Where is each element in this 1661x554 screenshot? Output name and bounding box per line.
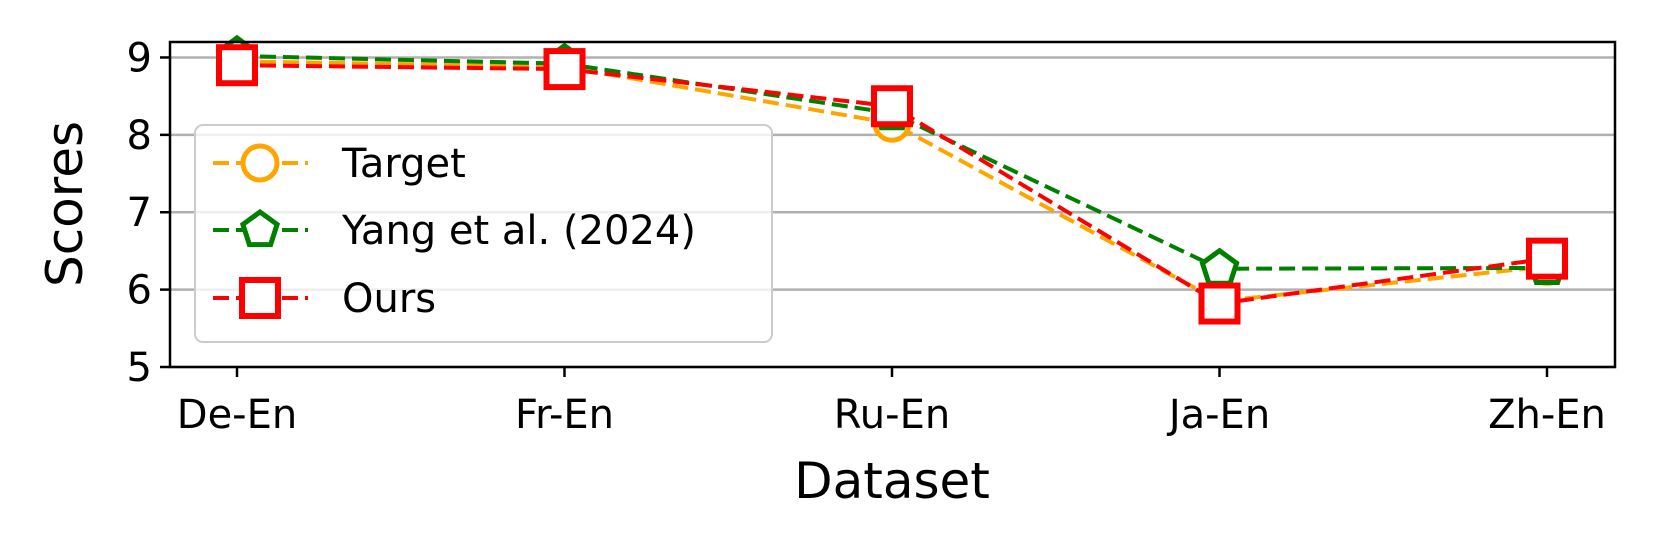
data-point — [871, 85, 913, 128]
data-point — [1199, 247, 1240, 286]
series-ours — [216, 44, 1568, 325]
y-axis-ticks: 5 6 7 8 9 — [127, 35, 170, 391]
legend-entry: Yang et al. (2024) — [213, 208, 696, 254]
y-tick-label: 9 — [127, 35, 152, 81]
x-tick-label: Ru-En — [834, 392, 950, 438]
legend-label: Yang et al. (2024) — [341, 208, 696, 254]
x-axis-ticks: De-En Fr-En Ru-En Ja-En Zh-En — [177, 367, 1606, 438]
legend-marker — [240, 143, 280, 183]
x-tick-label: Zh-En — [1488, 392, 1606, 438]
legend-label: Ours — [342, 276, 436, 322]
y-tick-label: 7 — [127, 190, 152, 236]
x-axis-title: Dataset — [794, 452, 990, 510]
y-tick-label: 6 — [127, 268, 152, 314]
plot-area-frame — [168, 40, 1617, 369]
legend-frame — [194, 124, 773, 343]
legend-marker — [239, 277, 281, 319]
data-point — [1198, 282, 1241, 325]
y-tick-label: 5 — [127, 345, 152, 391]
y-axis-title: Scores — [36, 121, 94, 287]
legend-entry: Target — [213, 141, 466, 187]
x-tick-label: Fr-En — [515, 392, 614, 438]
data-point — [1526, 237, 1568, 280]
legend-marker — [239, 208, 281, 248]
data-point — [216, 44, 258, 87]
data-point — [543, 48, 586, 91]
x-tick-label: De-En — [177, 392, 297, 438]
y-tick-label: 8 — [127, 113, 152, 159]
series-layer — [216, 34, 1568, 325]
legend-entry: Ours — [213, 276, 436, 322]
legend-label: Target — [341, 141, 466, 187]
legend: Target Yang et al. (2024) Ours — [194, 124, 773, 343]
x-tick-label: Ja-En — [1166, 392, 1270, 438]
